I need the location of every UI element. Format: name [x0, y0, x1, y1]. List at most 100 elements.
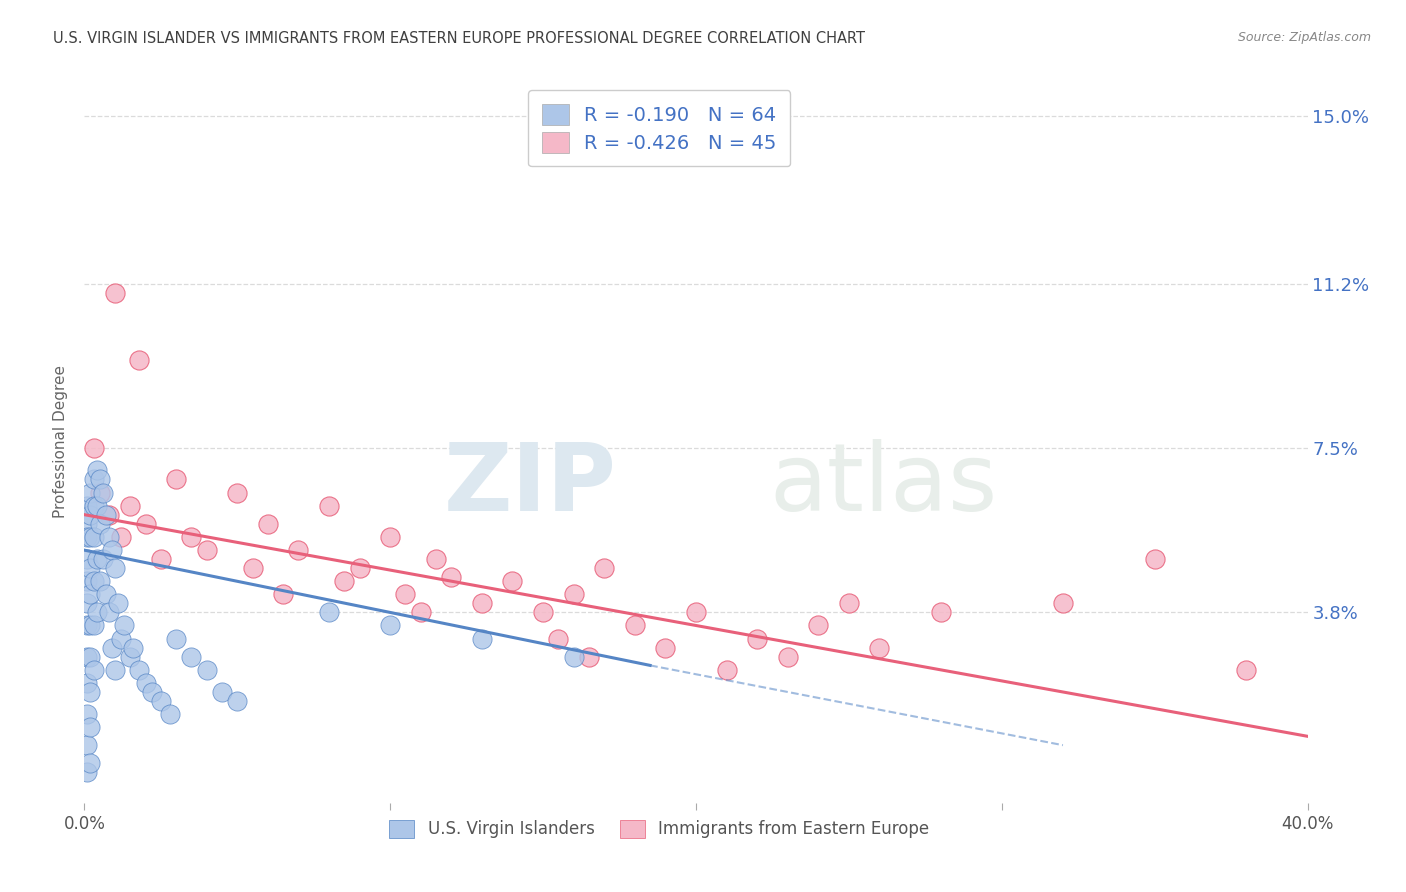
- Point: [79, 587, 101, 601]
- Point: [83, 618, 105, 632]
- Point: [79, 485, 101, 500]
- Point: [180, 530, 202, 544]
- Point: [76, 707, 98, 722]
- Point: [1236, 663, 1258, 677]
- Point: [112, 618, 135, 632]
- Point: [135, 516, 157, 531]
- Point: [76, 530, 98, 544]
- Point: [141, 685, 163, 699]
- Point: [86, 552, 108, 566]
- Point: [76, 764, 98, 779]
- Point: [120, 499, 142, 513]
- Text: U.S. VIRGIN ISLANDER VS IMMIGRANTS FROM EASTERN EUROPE PROFESSIONAL DEGREE CORRE: U.S. VIRGIN ISLANDER VS IMMIGRANTS FROM …: [53, 31, 866, 46]
- Point: [195, 663, 218, 677]
- Point: [593, 561, 616, 575]
- Point: [76, 596, 98, 610]
- Point: [149, 694, 172, 708]
- Point: [79, 649, 101, 664]
- Point: [83, 472, 105, 486]
- Point: [776, 649, 799, 664]
- Point: [716, 663, 738, 677]
- Point: [394, 587, 416, 601]
- Point: [86, 463, 108, 477]
- Point: [97, 530, 120, 544]
- Point: [440, 570, 463, 584]
- Point: [97, 508, 120, 522]
- Point: [83, 530, 105, 544]
- Point: [409, 605, 432, 619]
- Point: [211, 685, 233, 699]
- Point: [1143, 552, 1166, 566]
- Point: [195, 543, 218, 558]
- Point: [76, 649, 98, 664]
- Point: [807, 618, 830, 632]
- Point: [257, 516, 280, 531]
- Legend: U.S. Virgin Islanders, Immigrants from Eastern Europe: U.S. Virgin Islanders, Immigrants from E…: [382, 813, 936, 845]
- Point: [226, 694, 249, 708]
- Point: [578, 649, 600, 664]
- Point: [76, 574, 98, 589]
- Point: [83, 663, 105, 677]
- Point: [128, 663, 150, 677]
- Point: [333, 574, 356, 589]
- Point: [747, 632, 769, 646]
- Point: [101, 640, 124, 655]
- Point: [83, 574, 105, 589]
- Point: [1052, 596, 1074, 610]
- Point: [562, 649, 585, 664]
- Point: [79, 561, 101, 575]
- Text: Source: ZipAtlas.com: Source: ZipAtlas.com: [1237, 31, 1371, 45]
- Point: [104, 561, 127, 575]
- Point: [531, 605, 554, 619]
- Point: [159, 707, 181, 722]
- Text: ZIP: ZIP: [443, 439, 616, 531]
- Point: [79, 508, 101, 522]
- Point: [271, 587, 294, 601]
- Text: atlas: atlas: [769, 439, 998, 531]
- Point: [471, 632, 494, 646]
- Point: [79, 530, 101, 544]
- Point: [91, 485, 114, 500]
- Point: [135, 676, 157, 690]
- Point: [502, 574, 524, 589]
- Point: [318, 499, 340, 513]
- Point: [94, 587, 117, 601]
- Point: [76, 499, 98, 513]
- Point: [120, 649, 142, 664]
- Point: [287, 543, 309, 558]
- Point: [165, 472, 187, 486]
- Point: [122, 640, 145, 655]
- Point: [547, 632, 569, 646]
- Point: [838, 596, 860, 610]
- Point: [128, 352, 150, 367]
- Y-axis label: Professional Degree: Professional Degree: [53, 365, 69, 518]
- Point: [685, 605, 707, 619]
- Point: [318, 605, 340, 619]
- Point: [242, 561, 264, 575]
- Point: [86, 605, 108, 619]
- Point: [380, 530, 402, 544]
- Point: [86, 499, 108, 513]
- Point: [76, 676, 98, 690]
- Point: [165, 632, 187, 646]
- Point: [380, 618, 402, 632]
- Point: [76, 618, 98, 632]
- Point: [107, 596, 129, 610]
- Point: [110, 530, 132, 544]
- Point: [425, 552, 447, 566]
- Point: [76, 516, 98, 531]
- Point: [89, 516, 111, 531]
- Point: [562, 587, 585, 601]
- Point: [91, 552, 114, 566]
- Point: [76, 738, 98, 752]
- Point: [869, 640, 891, 655]
- Point: [471, 596, 494, 610]
- Point: [89, 472, 111, 486]
- Point: [79, 721, 101, 735]
- Point: [101, 543, 124, 558]
- Point: [929, 605, 952, 619]
- Point: [89, 574, 111, 589]
- Point: [104, 663, 127, 677]
- Point: [83, 499, 105, 513]
- Point: [79, 685, 101, 699]
